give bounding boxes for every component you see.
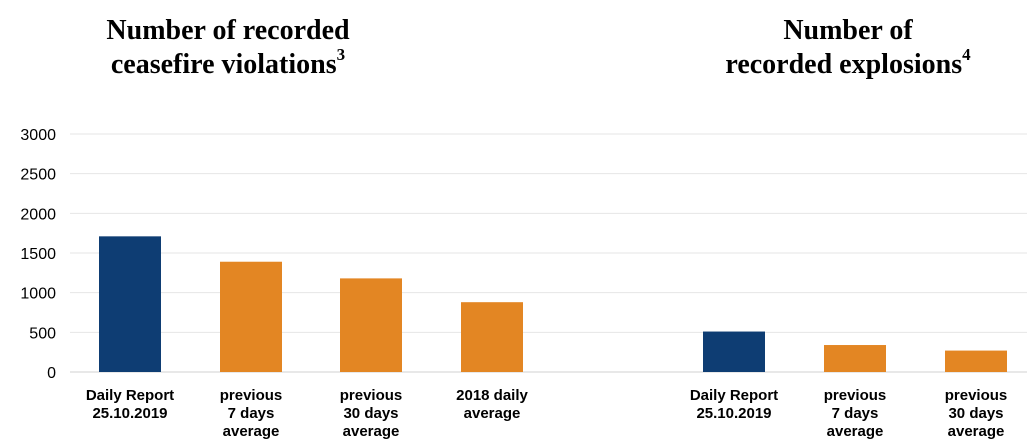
chart-title-explosions: Number of recorded explosions4 bbox=[648, 14, 1027, 85]
x-tick-label-line: average bbox=[223, 423, 280, 440]
y-tick-label: 1500 bbox=[20, 246, 56, 263]
x-tick-label: previous 30 days average bbox=[340, 387, 403, 440]
title-line-text: recorded explosions bbox=[725, 49, 963, 80]
bar bbox=[99, 236, 161, 372]
x-tick-label-line: average bbox=[827, 423, 884, 440]
title-line: Number of recorded bbox=[106, 15, 350, 46]
x-tick-label-line: previous bbox=[340, 387, 403, 404]
title-line-text: ceasefire violations bbox=[110, 49, 337, 80]
bar bbox=[703, 331, 765, 372]
bar bbox=[824, 345, 886, 372]
gridlines bbox=[70, 133, 1027, 373]
x-tick-label-line: 7 days bbox=[832, 405, 879, 422]
x-tick-label-line: average bbox=[343, 423, 400, 440]
x-tick-label: previous 7 days average bbox=[220, 387, 283, 440]
x-tick-label: 2018 daily average bbox=[456, 387, 528, 422]
x-tick-label-line: average bbox=[948, 423, 1005, 440]
x-tick-label: Daily Report 25.10.2019 bbox=[690, 387, 778, 422]
bar bbox=[461, 302, 523, 372]
bar bbox=[220, 261, 282, 372]
x-tick-label-line: Daily Report bbox=[86, 387, 174, 404]
y-tick-label: 3000 bbox=[20, 127, 56, 144]
x-tick-label: previous 7 days average bbox=[824, 387, 887, 440]
x-tick-label-line: previous bbox=[824, 387, 887, 404]
x-tick-label: previous 30 days average bbox=[945, 387, 1008, 440]
y-axis: 0 500 1000 1500 2000 2500 3000 bbox=[20, 127, 56, 382]
y-tick-label: 500 bbox=[29, 325, 56, 342]
bar bbox=[340, 278, 402, 372]
chart-title-ceasefire-violations: Number of recorded ceasefire violations3 bbox=[28, 14, 428, 85]
title-line: ceasefire violations3 bbox=[28, 45, 428, 85]
x-tick-label: Daily Report 25.10.2019 bbox=[86, 387, 174, 422]
x-tick-label-line: 2018 daily bbox=[456, 387, 528, 404]
y-tick-label: 2000 bbox=[20, 206, 56, 223]
y-tick-label: 2500 bbox=[20, 167, 56, 184]
x-tick-label-line: 25.10.2019 bbox=[696, 405, 771, 422]
bar bbox=[945, 350, 1007, 372]
bars bbox=[99, 236, 1007, 372]
title-line: recorded explosions4 bbox=[648, 45, 1027, 85]
y-tick-label: 1000 bbox=[20, 286, 56, 303]
x-tick-label-line: Daily Report bbox=[690, 387, 778, 404]
x-tick-label-line: 30 days bbox=[948, 405, 1003, 422]
x-tick-label-line: average bbox=[464, 405, 521, 422]
footnote-marker: 4 bbox=[962, 45, 971, 64]
y-tick-label: 0 bbox=[47, 365, 56, 382]
title-line: Number of bbox=[783, 15, 913, 46]
footnote-marker: 3 bbox=[336, 45, 346, 64]
x-tick-label-line: 7 days bbox=[228, 405, 275, 422]
x-tick-label-line: previous bbox=[220, 387, 283, 404]
x-tick-label-line: 25.10.2019 bbox=[92, 405, 167, 422]
x-tick-label-line: previous bbox=[945, 387, 1008, 404]
x-tick-label-line: 30 days bbox=[343, 405, 398, 422]
